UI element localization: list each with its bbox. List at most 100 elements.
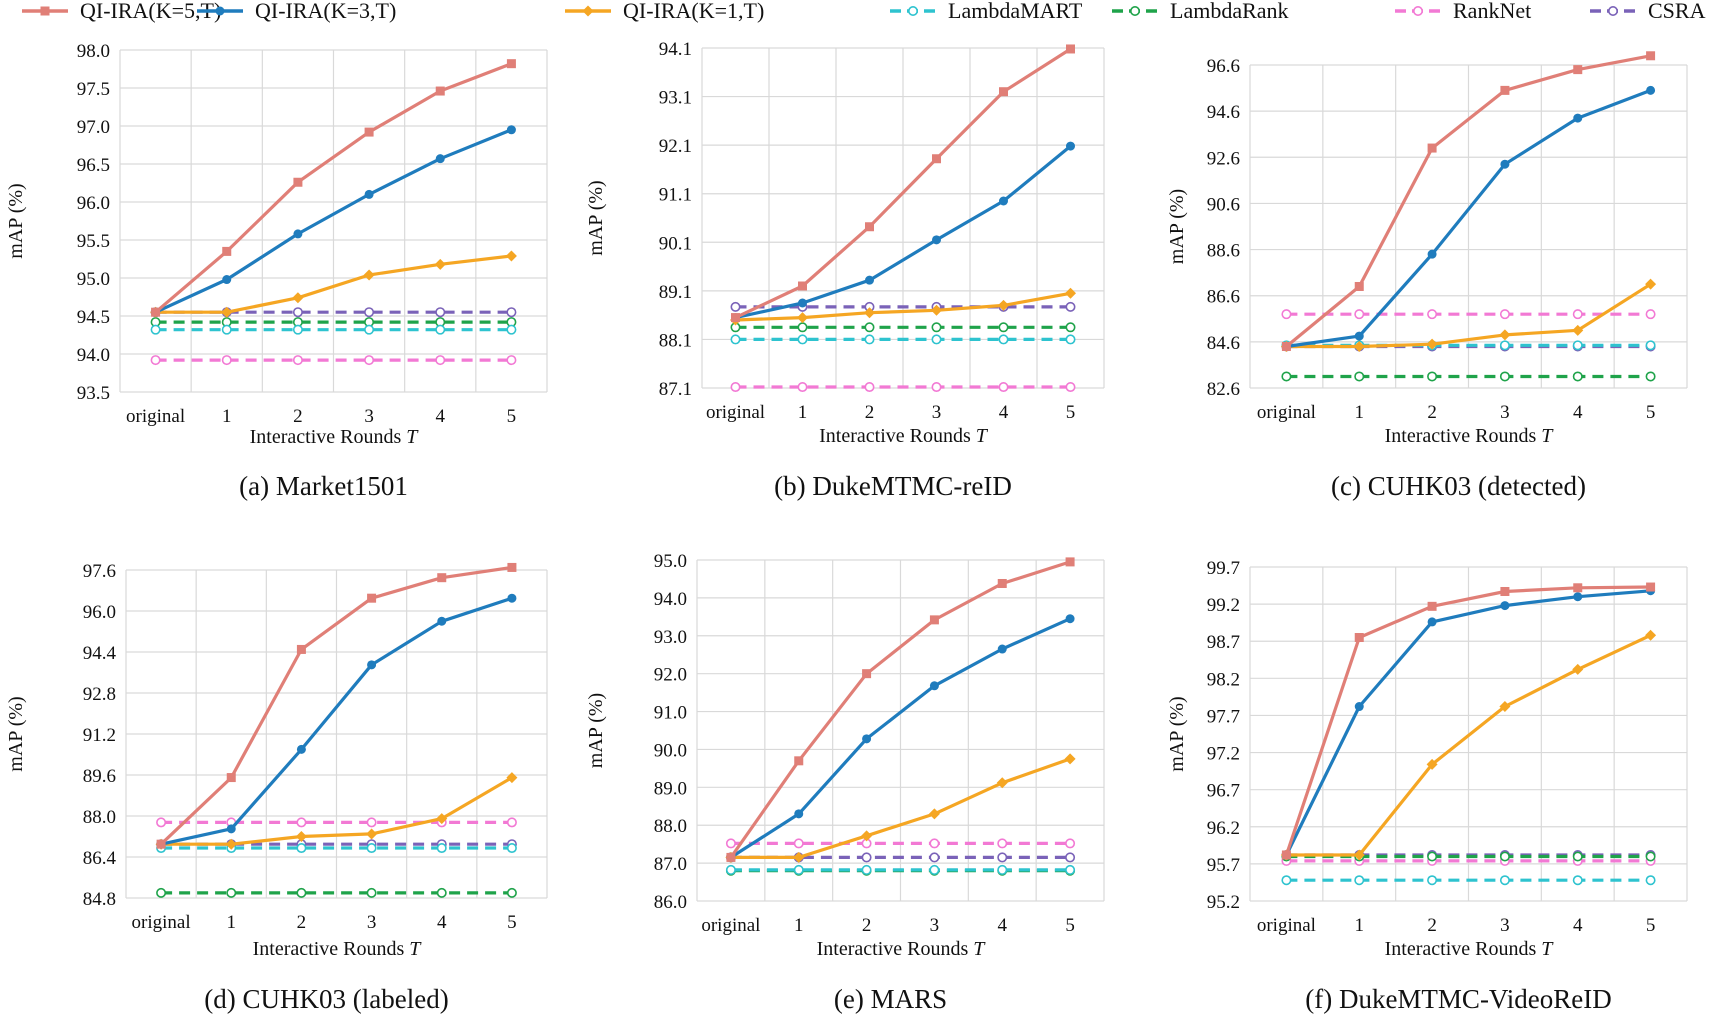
data-point bbox=[725, 838, 736, 849]
data-point bbox=[1645, 340, 1656, 351]
series-lambdarank bbox=[156, 887, 517, 898]
data-point bbox=[1500, 85, 1510, 95]
data-point bbox=[1065, 864, 1076, 875]
series-qi-ira-k-5-t bbox=[731, 44, 1075, 323]
y-tick-label: 86.0 bbox=[654, 892, 687, 913]
series-line bbox=[735, 144, 1072, 320]
data-point bbox=[1427, 143, 1437, 153]
data-point bbox=[864, 322, 875, 333]
legend: QI-IRA(K=5,T) QI-IRA(K=3,T) QI-IRA(K=1,T) L… bbox=[22, 0, 1706, 23]
data-point bbox=[1066, 44, 1075, 54]
data-point bbox=[932, 235, 941, 245]
y-tick-label: 93.1 bbox=[659, 88, 692, 109]
data-point bbox=[931, 304, 942, 316]
data-point bbox=[506, 817, 517, 828]
x-tick-label: original bbox=[132, 912, 191, 933]
data-point bbox=[798, 281, 807, 291]
data-point bbox=[364, 127, 374, 137]
data-point bbox=[864, 334, 875, 345]
data-point bbox=[1500, 586, 1510, 596]
series-line bbox=[730, 757, 1071, 860]
data-point bbox=[1065, 838, 1076, 849]
series-line bbox=[1286, 282, 1652, 349]
x-tick-label: 4 bbox=[437, 912, 447, 933]
y-axis-label: mAP (%) bbox=[5, 183, 27, 258]
data-point bbox=[1499, 851, 1510, 862]
y-tick-label: 95.7 bbox=[1207, 855, 1240, 876]
data-point bbox=[1427, 249, 1437, 259]
y-tick-label: 88.1 bbox=[659, 330, 692, 351]
data-point bbox=[861, 852, 872, 863]
x-tick-label: original bbox=[1257, 402, 1316, 423]
y-tick-label: 88.0 bbox=[654, 816, 687, 837]
data-point bbox=[726, 852, 736, 862]
data-point bbox=[1499, 701, 1511, 713]
data-point bbox=[437, 616, 447, 626]
series-line bbox=[154, 128, 513, 314]
x-tick-label: original bbox=[706, 402, 765, 423]
x-axis-label: Interactive Rounds T bbox=[1385, 938, 1555, 960]
data-point bbox=[861, 864, 872, 875]
data-point bbox=[797, 322, 808, 333]
data-point bbox=[1281, 371, 1292, 382]
data-point bbox=[1427, 371, 1438, 382]
x-tick-label: 1 bbox=[798, 402, 808, 423]
data-point bbox=[861, 830, 873, 842]
data-point bbox=[1065, 852, 1076, 863]
x-tick-label: 2 bbox=[1427, 915, 1437, 936]
data-point bbox=[1646, 582, 1656, 592]
y-tick-label: 95.5 bbox=[77, 231, 110, 252]
data-point bbox=[366, 828, 378, 840]
series-line bbox=[161, 776, 513, 846]
legend-marker bbox=[215, 6, 225, 16]
y-tick-label: 92.0 bbox=[654, 665, 687, 686]
data-point bbox=[1500, 159, 1510, 169]
series-lambdarank bbox=[730, 322, 1076, 333]
data-point bbox=[156, 887, 167, 898]
data-point bbox=[436, 843, 447, 854]
x-tick-label: 5 bbox=[507, 912, 517, 933]
series-line bbox=[1285, 54, 1651, 348]
series-lambdamart bbox=[725, 864, 1076, 875]
legend-item-ranknet: RankNet bbox=[1395, 0, 1531, 23]
data-point bbox=[865, 275, 874, 285]
data-point bbox=[997, 852, 1008, 863]
x-tick-label: 2 bbox=[293, 406, 303, 427]
data-point bbox=[1645, 278, 1657, 290]
data-point bbox=[999, 196, 1008, 206]
y-tick-label: 87.0 bbox=[654, 854, 687, 875]
data-point bbox=[793, 851, 805, 863]
data-point bbox=[1427, 309, 1438, 320]
y-tick-label: 90.0 bbox=[654, 740, 687, 761]
data-point bbox=[1354, 281, 1364, 291]
series-lambdamart bbox=[1281, 875, 1656, 886]
y-tick-label: 84.6 bbox=[1207, 333, 1240, 354]
x-axis-label: Interactive Rounds T bbox=[819, 425, 989, 447]
data-point bbox=[1354, 875, 1365, 886]
x-tick-label: 4 bbox=[1573, 915, 1583, 936]
y-tick-label: 95.2 bbox=[1207, 892, 1240, 913]
data-point bbox=[506, 324, 517, 335]
charts-grid: 93.5 94.0 94.5 95.0 95.5 96.0 96.5 97.0 97.5 98.0… bbox=[5, 39, 1688, 1014]
data-point bbox=[435, 154, 445, 164]
data-point bbox=[1354, 331, 1364, 341]
data-point bbox=[150, 324, 161, 335]
x-tick-label: 4 bbox=[998, 915, 1008, 936]
data-point bbox=[1065, 557, 1075, 567]
data-point bbox=[798, 298, 807, 308]
data-point bbox=[1572, 340, 1583, 351]
data-point bbox=[1426, 338, 1438, 350]
series-lambdarank bbox=[150, 317, 517, 328]
data-point bbox=[435, 307, 446, 318]
data-point bbox=[1354, 371, 1365, 382]
data-point bbox=[1281, 875, 1292, 886]
data-point bbox=[1427, 617, 1437, 627]
legend-marker bbox=[907, 6, 918, 16]
y-axis-label: mAP (%) bbox=[585, 180, 607, 255]
data-point bbox=[507, 593, 517, 603]
data-point bbox=[996, 777, 1008, 789]
data-point bbox=[931, 334, 942, 345]
data-point bbox=[437, 573, 447, 583]
series-lambdarank bbox=[1281, 371, 1656, 382]
